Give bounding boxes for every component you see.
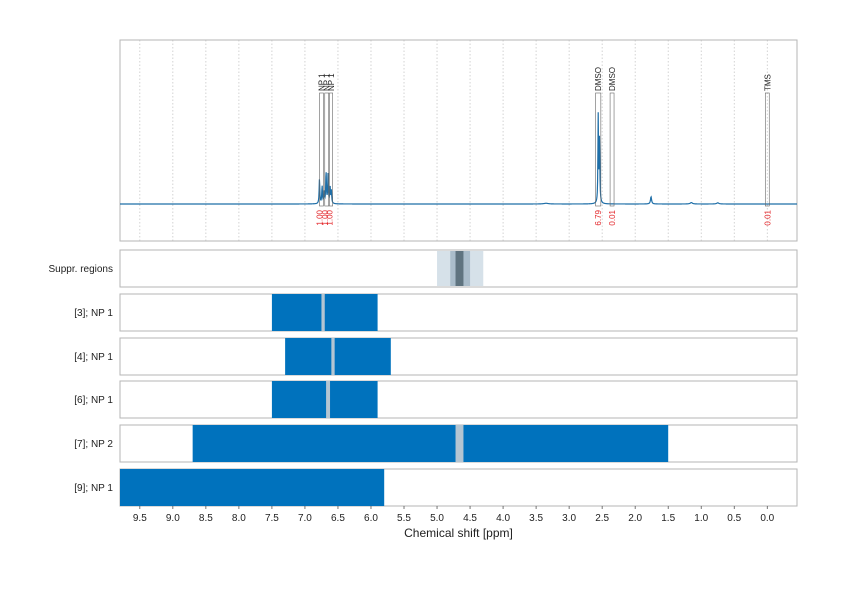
x-tick-label: 8.5 [199,513,213,524]
peak-label: TMS [763,74,772,91]
spectrum-trace [120,112,797,205]
row-label-suppressed: Suppr. regions [49,264,114,275]
integral-label: 0.01 [763,209,772,225]
x-tick-label: 1.0 [694,513,708,524]
x-tick-label: 8.0 [232,513,246,524]
peak-bracket [764,92,770,207]
peak-label: NP 1 [323,73,332,91]
spectrum-frame [119,39,798,242]
region-gap [455,425,464,462]
peak-label: DMSO [594,67,603,91]
grid-layer [139,40,768,241]
row-frame [119,249,798,288]
integral-label: 1.00 [321,209,330,225]
region-gap [326,381,331,418]
peak-bracket [595,92,602,207]
x-tick-label: 7.5 [265,513,279,524]
x-tick-label: 1.5 [661,513,675,524]
row-frame [119,337,798,376]
x-tick-label: 4.0 [496,513,510,524]
peak-label: NP 1 [317,73,326,91]
peak-bracket [319,92,324,207]
row-label: [4]; NP 1 [74,352,113,363]
region-bar [120,469,385,506]
peak-bracket [329,92,333,207]
x-tick-label: 2.5 [595,513,609,524]
region-gap [331,338,335,375]
x-tick-label: 9.0 [166,513,180,524]
peak-bracket [609,92,615,207]
peak-bracket [324,92,330,207]
x-tick-label: 6.5 [331,513,345,524]
row-frame [119,293,798,332]
x-tick-label: 4.5 [463,513,477,524]
row-label: [6]; NP 1 [74,395,113,406]
integral-label: 6.79 [594,209,603,225]
integral-label: 1.00 [325,209,334,225]
integral-label: 1.00 [315,209,324,225]
integral-label: 0.01 [608,209,617,225]
spectrum-panel: NP 1NP 1NP 1 DMSO DMSO TMS 1.001.001.00 6.79 0… [119,39,798,242]
region-gap [321,294,325,331]
region-bar [192,425,669,462]
x-tick-label: 5.5 [397,513,411,524]
x-axis-title: Chemical shift [ppm] [404,526,513,540]
x-tick-label: 9.5 [133,513,147,524]
region-bar [271,381,378,418]
region-rows: Suppr. regions [3]; NP 1 [4]; NP 1 [6]; NP … [49,249,798,507]
row-label: [7]; NP 2 [74,439,113,450]
x-axis: 9.5 9.0 8.5 8.0 7.5 7.0 6.5 6.0 5.5 5.0 4.5 4.0 3.5 3… [133,506,775,524]
peak-label: DMSO [608,67,617,91]
peak-label: NP 1 [327,73,336,91]
x-tick-label: 2.0 [628,513,642,524]
x-tick-label: 3.5 [529,513,543,524]
row-label: [3]; NP 1 [74,308,113,319]
x-tick-label: 5.0 [430,513,444,524]
row-frame [119,380,798,419]
x-tick-label: 0.5 [727,513,741,524]
x-tick-label: 7.0 [298,513,312,524]
suppressed-band [455,251,464,286]
x-tick-label: 3.0 [562,513,576,524]
row-label: [9]; NP 1 [74,483,113,494]
region-bar [285,338,391,375]
x-tick-label: 0.0 [760,513,774,524]
x-tick-label: 6.0 [364,513,378,524]
